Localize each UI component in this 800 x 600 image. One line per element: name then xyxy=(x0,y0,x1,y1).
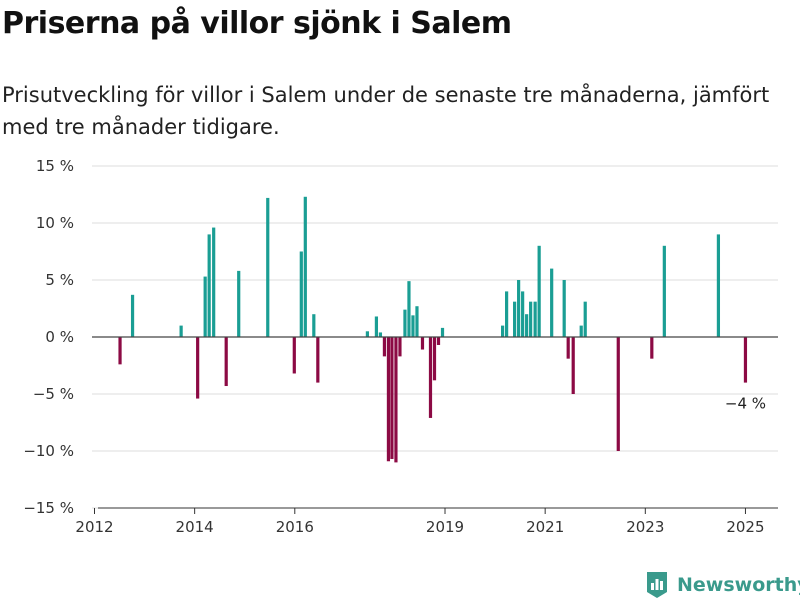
bar xyxy=(537,245,541,337)
y-tick-label: −5 % xyxy=(33,385,74,403)
bar xyxy=(374,316,379,337)
x-tick-label: 2019 xyxy=(426,518,464,536)
bar xyxy=(428,337,433,418)
bar xyxy=(583,301,587,337)
bar xyxy=(207,234,211,337)
x-tick-label: 2014 xyxy=(176,518,214,536)
bar xyxy=(407,281,411,337)
bar xyxy=(316,337,320,383)
bar xyxy=(203,276,207,337)
bar xyxy=(440,327,445,337)
y-tick-label: 5 % xyxy=(45,271,74,289)
bar xyxy=(292,337,296,374)
bar xyxy=(566,337,570,359)
x-tick-label: 2021 xyxy=(526,518,564,536)
newsworthy-logo: Newsworthy xyxy=(645,570,800,600)
bar xyxy=(650,337,654,359)
last-value-label: −4 % xyxy=(725,395,766,413)
bar xyxy=(179,325,183,337)
bar xyxy=(616,337,620,451)
axes: 15 % 10 % 5 % 0 % −5 % −10 % −15 %2012 2014 2016… xyxy=(23,157,778,536)
bar xyxy=(500,325,505,337)
bar xyxy=(517,280,521,337)
bar xyxy=(299,251,303,337)
bar xyxy=(505,291,509,337)
bar xyxy=(571,337,575,394)
bar xyxy=(378,332,383,337)
bar xyxy=(386,337,391,462)
y-tick-label: 0 % xyxy=(45,328,74,346)
x-tick-label: 2025 xyxy=(726,518,764,536)
bar xyxy=(415,306,419,337)
bar xyxy=(662,245,666,337)
chart-subtitle: Prisutveckling för villor i Salem under … xyxy=(2,83,770,139)
y-tick-label: −10 % xyxy=(23,442,74,460)
bar xyxy=(716,234,721,337)
bar xyxy=(521,291,525,337)
x-tick-label: 2012 xyxy=(75,518,113,536)
bar xyxy=(579,325,583,337)
bar xyxy=(420,337,425,350)
y-tick-label: 10 % xyxy=(36,214,74,232)
bar xyxy=(382,337,387,357)
bar xyxy=(312,314,316,337)
bar xyxy=(118,337,122,365)
bar xyxy=(562,280,566,337)
bar xyxy=(743,337,748,383)
y-tick-label: −15 % xyxy=(23,499,74,517)
x-tick-label: 2016 xyxy=(276,518,314,536)
bar xyxy=(513,301,517,337)
x-tick-label: 2023 xyxy=(626,518,664,536)
bar xyxy=(529,301,533,337)
bar xyxy=(196,337,200,399)
bars xyxy=(118,196,748,463)
bar xyxy=(303,196,307,337)
bar xyxy=(525,314,529,337)
chart-title: Priserna på villor sjönk i Salem xyxy=(2,6,512,41)
bar xyxy=(224,337,228,387)
bar xyxy=(398,337,402,357)
bar xyxy=(411,315,415,337)
bar xyxy=(237,270,241,337)
bar xyxy=(394,337,398,463)
brand-name: Newsworthy xyxy=(677,574,800,596)
bar xyxy=(533,301,537,337)
newsworthy-logo-icon xyxy=(647,572,667,598)
bar xyxy=(130,294,135,337)
bar xyxy=(266,197,270,337)
bar xyxy=(212,227,216,337)
bar xyxy=(432,337,437,381)
bar xyxy=(365,331,370,337)
bar xyxy=(403,309,407,337)
bar xyxy=(436,337,441,345)
bar xyxy=(550,268,554,337)
y-tick-label: 15 % xyxy=(36,157,74,175)
bar xyxy=(390,337,394,459)
